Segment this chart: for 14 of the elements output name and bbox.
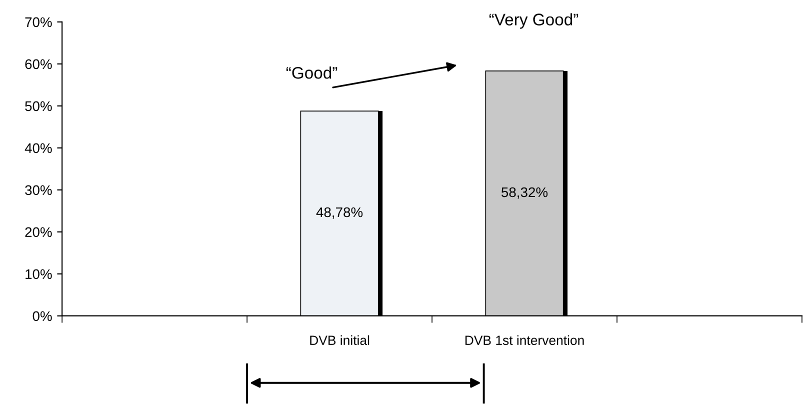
y-tick-label: 0% [32,311,52,322]
y-tick-label: 20% [25,227,52,238]
y-tick-label: 70% [25,17,52,28]
annotation: “Good” [286,66,338,79]
y-tick-label: 40% [24,143,52,154]
y-tick-label: 50% [25,101,52,112]
y-tick-label: 30% [25,185,52,196]
data-label: 58,32% [502,187,548,199]
x-tick-label: DVB 1st intervention [465,335,584,346]
y-tick-label: 10% [26,269,52,280]
data-label: 48,78% [316,207,363,219]
y-tick-label: 60% [25,59,52,70]
annotation: “Very Good” [489,13,578,29]
x-tick-label: DVB initial [310,335,370,346]
